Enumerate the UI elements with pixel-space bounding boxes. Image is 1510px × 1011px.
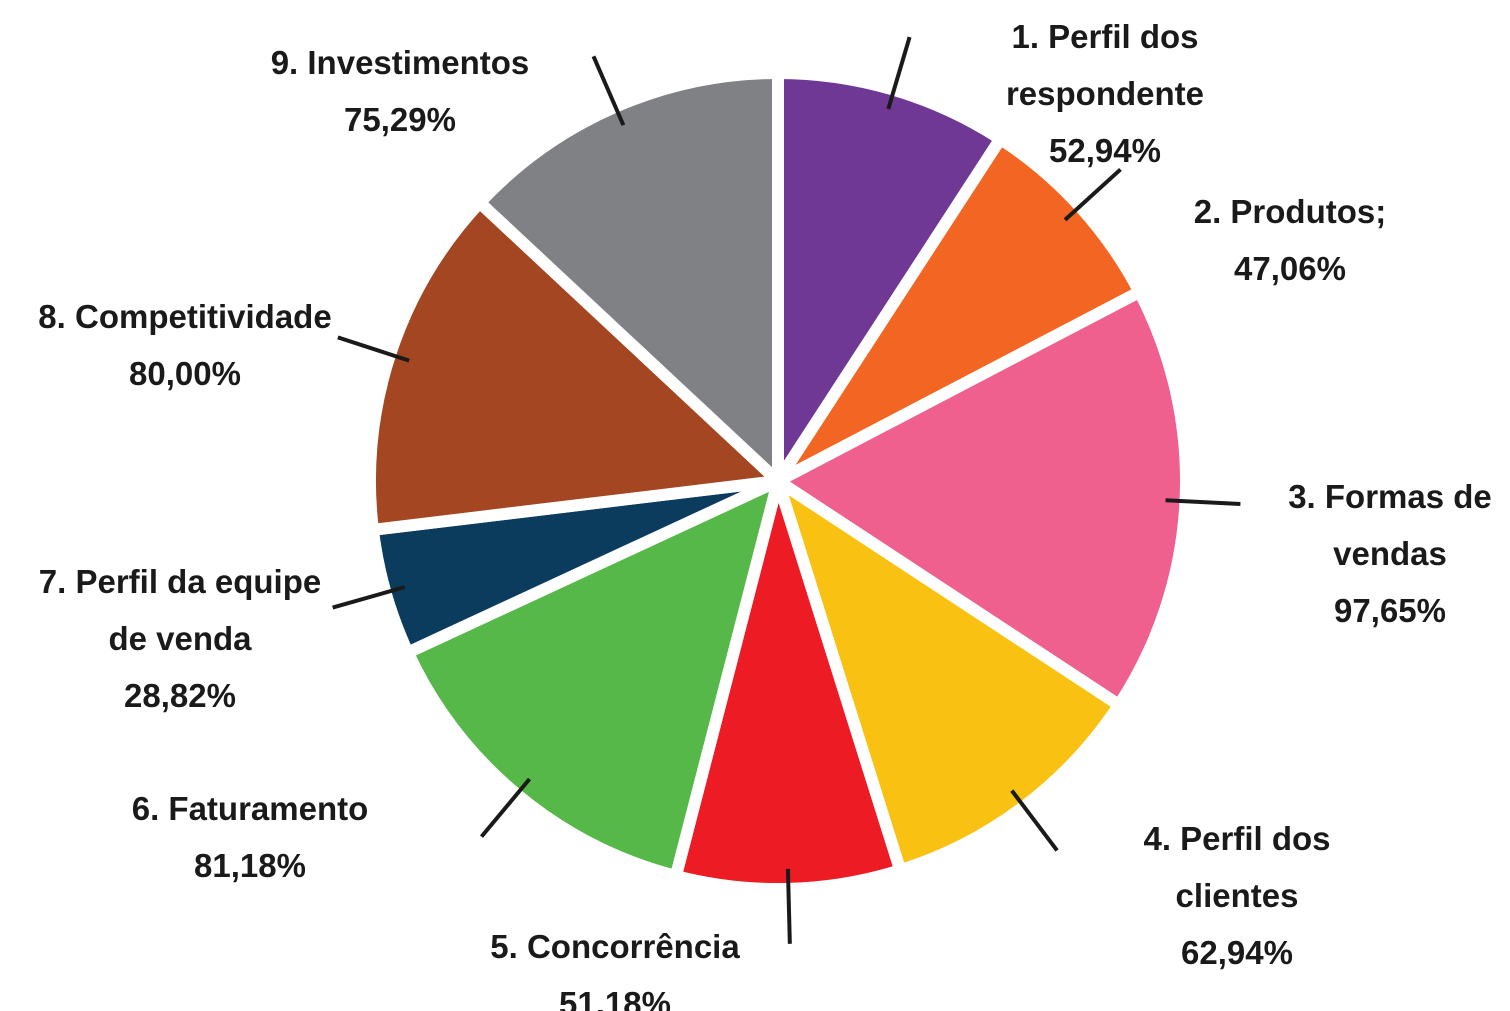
- value-label: 62,94%: [1181, 934, 1293, 971]
- value-label: 75,29%: [344, 101, 456, 138]
- leader-line: [886, 36, 912, 110]
- slice-label: 9. Investimentos 75,29%: [230, 34, 570, 148]
- category-label: 6. Faturamento: [131, 790, 369, 827]
- leader-line: [337, 335, 410, 363]
- slice-label: 8. Competitividade 80,00%: [0, 288, 385, 402]
- leader-line: [591, 55, 626, 126]
- leader-line: [1063, 167, 1122, 222]
- value-label: 52,94%: [1049, 132, 1161, 169]
- slice-label: 6. Faturamento 81,18%: [90, 780, 410, 894]
- value-label: 97,65%: [1334, 592, 1446, 629]
- category-label: 9. Investimentos: [270, 44, 530, 81]
- slice-label: 1. Perfil dos respondente 52,94%: [980, 8, 1230, 179]
- leader-line: [332, 585, 406, 610]
- slice-label: 7. Perfil da equipe de venda 28,82%: [15, 553, 345, 724]
- category-label: 7. Perfil da equipe de venda: [38, 563, 322, 657]
- leader-line: [1165, 498, 1241, 506]
- value-label: 51,18%: [559, 985, 671, 1011]
- slice-label: 5. Concorrência 51,18%: [415, 918, 815, 1011]
- category-label: 5. Concorrência: [490, 928, 740, 965]
- leader-line: [785, 868, 792, 944]
- category-label: 2. Produtos;: [1193, 193, 1387, 230]
- leader-line: [1010, 789, 1059, 852]
- value-label: 28,82%: [124, 677, 236, 714]
- slice-label: 2. Produtos; 47,06%: [1140, 183, 1440, 297]
- category-label: 4. Perfil dos clientes: [1143, 820, 1331, 914]
- category-label: 3. Formas de vendas: [1288, 478, 1492, 572]
- value-label: 81,18%: [194, 847, 306, 884]
- value-label: 47,06%: [1234, 250, 1346, 287]
- value-label: 80,00%: [129, 355, 241, 392]
- category-label: 1. Perfil dos respondente: [1005, 18, 1205, 112]
- category-label: 8. Competitividade: [38, 298, 332, 335]
- slice-label: 3. Formas de vendas 97,65%: [1270, 468, 1510, 639]
- leader-line: [479, 777, 532, 838]
- slice-label: 4. Perfil dos clientes 62,94%: [1117, 810, 1357, 981]
